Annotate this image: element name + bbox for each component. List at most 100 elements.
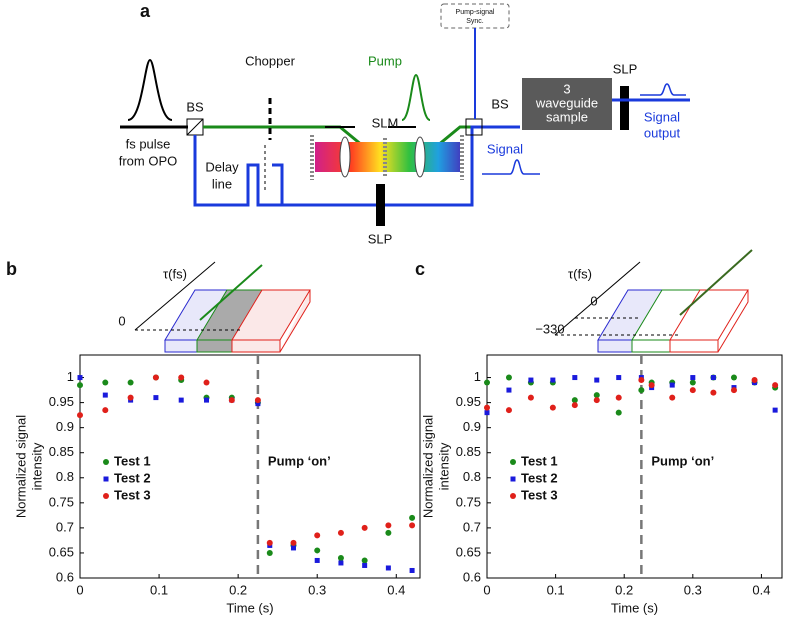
data-point	[772, 382, 779, 389]
label: from OPO	[119, 153, 178, 168]
label: Pump	[368, 53, 402, 68]
data-point	[689, 387, 696, 394]
x-tick-label: 0	[76, 582, 83, 597]
data-point	[690, 375, 696, 381]
data-point	[669, 382, 675, 388]
data-point	[730, 387, 737, 394]
data-point	[669, 394, 676, 401]
y-tick-label: 1	[474, 369, 481, 384]
label: Signal	[644, 109, 680, 124]
inset-tick-label: −330	[535, 321, 564, 336]
label: BS	[186, 99, 204, 114]
y-tick-label: 0.6	[56, 569, 74, 584]
data-point	[178, 397, 184, 403]
data-point	[153, 395, 159, 401]
y-axis-label: Normalized signal	[420, 415, 435, 518]
data-point	[102, 379, 109, 386]
sample-box	[522, 78, 612, 130]
pulse	[127, 58, 173, 121]
label: SLM	[372, 115, 399, 130]
data-point	[314, 532, 321, 539]
label: 3	[563, 81, 570, 96]
legend-marker	[103, 476, 109, 482]
data-point	[337, 529, 344, 536]
data-point	[710, 375, 716, 381]
data-point	[338, 560, 344, 566]
x-tick-label: 0	[483, 582, 490, 597]
label: Delay	[205, 159, 239, 174]
data-point	[772, 407, 778, 413]
data-point	[648, 382, 655, 389]
data-point	[385, 529, 392, 536]
data-point	[127, 379, 134, 386]
y-tick-label: 0.7	[56, 519, 74, 534]
data-point	[266, 549, 273, 556]
panel-label: b	[6, 259, 17, 279]
data-point	[593, 397, 600, 404]
x-tick-label: 0.1	[150, 582, 168, 597]
x-tick-label: 0.4	[387, 582, 405, 597]
y-tick-label: 0.95	[456, 394, 481, 409]
data-point	[290, 539, 297, 546]
data-point	[638, 377, 645, 384]
data-point	[571, 402, 578, 409]
data-point	[751, 377, 758, 384]
label: SLP	[368, 231, 393, 246]
y-tick-label: 0.8	[56, 469, 74, 484]
data-point	[506, 387, 512, 393]
y-tick-label: 0.7	[463, 519, 481, 534]
pump-pulse	[401, 73, 431, 121]
data-point	[362, 562, 368, 568]
label: SLP	[613, 61, 638, 76]
signal-pulse	[482, 159, 540, 175]
inset-c	[554, 249, 753, 353]
x-tick-label: 0.3	[684, 582, 702, 597]
y-tick-label: 0.6	[463, 569, 481, 584]
y-tick-label: 0.65	[49, 544, 74, 559]
data-point	[314, 547, 321, 554]
label: BS	[491, 96, 509, 111]
beam-splitter	[186, 118, 204, 136]
label: output	[644, 125, 681, 140]
data-point	[594, 377, 600, 383]
inset-b	[134, 261, 311, 353]
legend-marker	[103, 459, 109, 465]
data-point	[102, 407, 109, 414]
y-tick-label: 0.95	[49, 394, 74, 409]
x-tick-label: 0.1	[547, 582, 565, 597]
plot-frame	[486, 354, 783, 579]
y-tick-label: 0.75	[456, 494, 481, 509]
legend-label: Test 2	[114, 470, 151, 485]
label: Signal	[487, 141, 523, 156]
data-point	[505, 374, 512, 381]
data-point	[77, 375, 83, 381]
legend-label: Test 2	[521, 470, 558, 485]
legend-label: Test 3	[521, 487, 558, 502]
data-point	[527, 394, 534, 401]
data-point	[409, 567, 415, 573]
data-point	[615, 394, 622, 401]
legend-marker	[103, 493, 109, 499]
output-pulse	[640, 83, 686, 96]
data-point	[203, 379, 210, 386]
data-point	[484, 404, 490, 411]
data-point	[616, 375, 622, 381]
x-tick-label: 0.2	[615, 582, 633, 597]
label: Sync.	[466, 18, 484, 25]
label: sample	[546, 109, 588, 124]
data-point	[255, 401, 261, 407]
legend-label: Test 1	[114, 453, 151, 468]
data-point	[571, 397, 578, 404]
y-axis-label: intensity	[29, 442, 44, 490]
data-point	[593, 392, 600, 399]
lens	[414, 136, 426, 178]
data-point	[638, 387, 645, 394]
y-tick-label: 0.85	[456, 444, 481, 459]
legend-marker	[510, 493, 516, 499]
data-point	[337, 554, 344, 561]
data-point	[77, 412, 83, 419]
x-tick-label: 0.2	[229, 582, 247, 597]
label: waveguide	[535, 95, 598, 110]
x-tick-label: 0.3	[308, 582, 326, 597]
